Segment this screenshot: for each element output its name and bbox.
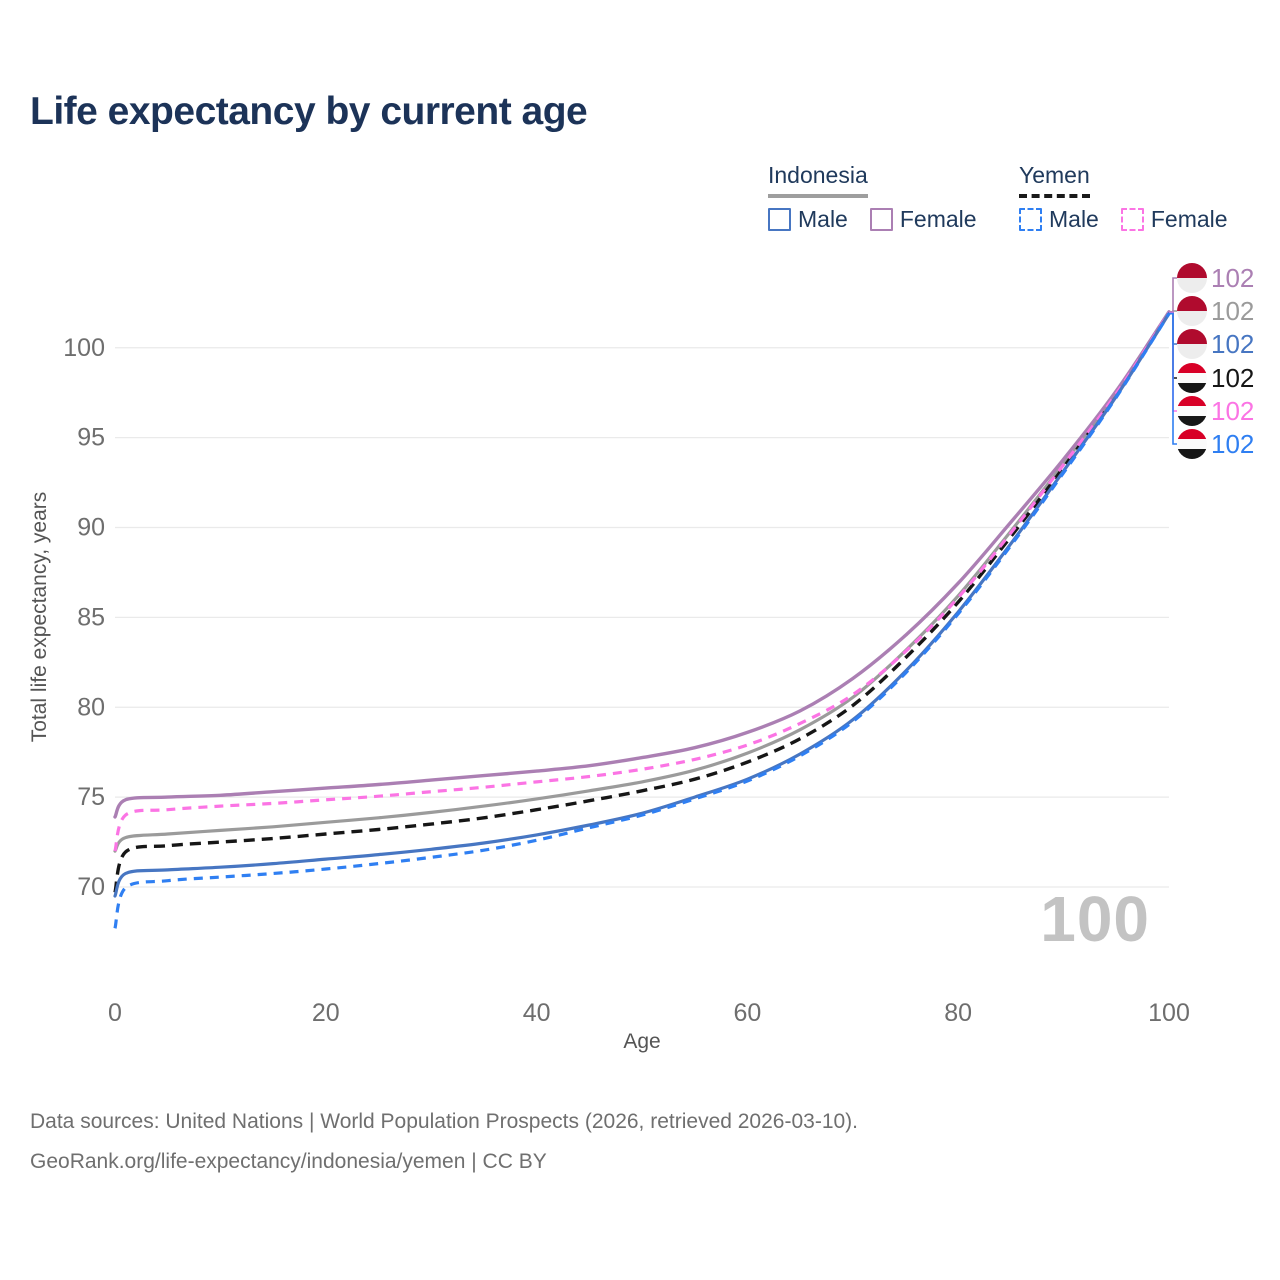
yemen-flag-stripe xyxy=(1177,406,1207,417)
axis-tick-labels: 70 75 80 85 90 95 100 0 20 40 60 80 100 xyxy=(63,334,1190,1027)
yemen-flag-stripe xyxy=(1177,383,1207,393)
end-value-label-indonesia-female: 102 xyxy=(1211,263,1254,293)
legend-item-yemen-male[interactable]: Male xyxy=(1019,206,1099,233)
chart-legend: Indonesia Male Female Yemen Male Female xyxy=(0,162,1280,252)
yemen-flag-icon xyxy=(1177,429,1207,459)
indonesia-male-swatch-icon xyxy=(768,208,791,231)
x-tick-label-20: 20 xyxy=(312,999,340,1027)
series-line-indonesia-both[interactable] xyxy=(113,310,1171,853)
legend-items-yemen: Male Female xyxy=(1019,206,1228,233)
y-tick-label-90: 90 xyxy=(77,514,105,542)
y-tick-label-75: 75 xyxy=(77,783,105,811)
indonesia-flag-stripe xyxy=(1177,311,1207,326)
yemen-flag-icon xyxy=(1177,363,1207,393)
indonesia-flag-icon xyxy=(1177,263,1207,293)
yemen-male-swatch-icon xyxy=(1019,208,1042,231)
x-axis-title: Age xyxy=(623,1030,660,1053)
legend-label-yemen-male: Male xyxy=(1049,206,1099,232)
x-tick-label-80: 80 xyxy=(944,999,972,1027)
end-label-flags xyxy=(1177,263,1207,459)
yemen-flag-icon xyxy=(1177,396,1207,426)
yemen-flag-stripe xyxy=(1177,429,1207,440)
end-label-leader-lines xyxy=(1169,277,1177,445)
indonesia-female-swatch-icon xyxy=(869,208,893,231)
legend-group-yemen: Yemen Male Female xyxy=(1019,162,1228,233)
series-line-yemen-both[interactable] xyxy=(113,312,1171,893)
leader-line-yemen-male xyxy=(1169,312,1177,445)
end-value-label-indonesia-both: 102 xyxy=(1211,296,1254,326)
indonesia-flag-stripe xyxy=(1177,344,1207,359)
series-line-yemen-female[interactable] xyxy=(113,311,1171,852)
legend-heading-indonesia[interactable]: Indonesia xyxy=(768,162,868,198)
y-tick-label-95: 95 xyxy=(77,424,105,452)
x-tick-label-100: 100 xyxy=(1148,999,1190,1027)
series-lines xyxy=(113,310,1171,929)
data-sources-note: Data sources: United Nations | World Pop… xyxy=(30,1110,859,1133)
end-value-label-yemen-male: 102 xyxy=(1211,429,1254,459)
yemen-flag-stripe xyxy=(1177,439,1207,450)
legend-item-indonesia-male[interactable]: Male xyxy=(768,206,848,233)
gridlines xyxy=(115,347,1169,888)
age-watermark: 100 xyxy=(1040,883,1150,955)
legend-items-indonesia: Male Female xyxy=(768,206,977,233)
legend-item-yemen-female[interactable]: Female xyxy=(1120,206,1228,233)
x-tick-label-0: 0 xyxy=(108,999,122,1027)
yemen-flag-stripe xyxy=(1177,449,1207,459)
indonesia-flag-stripe xyxy=(1177,263,1207,278)
x-tick-label-40: 40 xyxy=(523,999,551,1027)
series-line-indonesia-male[interactable] xyxy=(113,312,1171,898)
indonesia-flag-stripe xyxy=(1177,278,1207,293)
legend-label-indonesia-female: Female xyxy=(899,206,977,232)
end-value-label-indonesia-male: 102 xyxy=(1211,329,1254,359)
indonesia-flag-stripe xyxy=(1177,296,1207,311)
legend-item-indonesia-female[interactable]: Female xyxy=(869,206,977,233)
end-value-label-yemen-female: 102 xyxy=(1211,396,1254,426)
yemen-flag-stripe xyxy=(1177,373,1207,384)
yemen-flag-stripe xyxy=(1177,416,1207,426)
indonesia-flag-icon xyxy=(1177,296,1207,326)
page-title: Life expectancy by current age xyxy=(30,90,588,133)
yemen-flag-stripe xyxy=(1177,396,1207,407)
indonesia-flag-stripe xyxy=(1177,329,1207,344)
y-tick-label-70: 70 xyxy=(77,873,105,901)
x-tick-label-60: 60 xyxy=(733,999,761,1027)
legend-label-yemen-female: Female xyxy=(1150,206,1228,232)
end-value-label-yemen-both: 102 xyxy=(1211,363,1254,393)
y-tick-label-80: 80 xyxy=(77,693,105,721)
yemen-female-swatch-icon xyxy=(1120,208,1144,231)
attribution-note: GeoRank.org/life-expectancy/indonesia/ye… xyxy=(30,1150,547,1173)
series-line-indonesia-female[interactable] xyxy=(113,310,1171,819)
y-axis-title: Total life expectancy, years xyxy=(28,492,51,743)
leader-line-indonesia-female xyxy=(1169,277,1177,313)
y-tick-label-85: 85 xyxy=(77,603,105,631)
legend-label-indonesia-male: Male xyxy=(798,206,848,232)
legend-heading-yemen[interactable]: Yemen xyxy=(1019,162,1090,198)
series-line-yemen-male[interactable] xyxy=(113,312,1171,929)
indonesia-flag-icon xyxy=(1177,329,1207,359)
yemen-flag-stripe xyxy=(1177,363,1207,374)
legend-group-indonesia: Indonesia Male Female xyxy=(768,162,977,233)
y-tick-label-100: 100 xyxy=(63,334,105,362)
